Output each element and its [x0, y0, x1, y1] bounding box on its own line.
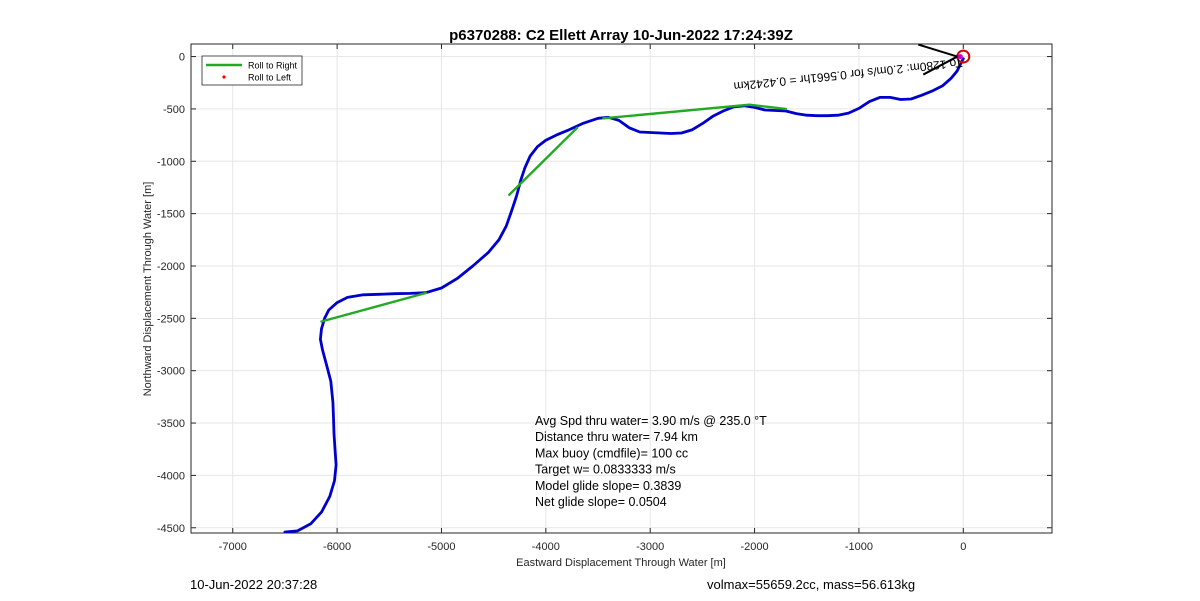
legend: Roll to Right Roll to Left	[201, 55, 303, 86]
stats-annotation-line: Max buoy (cmdfile)= 100 cc	[535, 446, 688, 460]
footer-mass-info: volmax=55659.2cc, mass=56.613kg	[707, 577, 916, 592]
heading-arrow-icon	[922, 55, 958, 76]
y-tick-label: -1500	[157, 209, 185, 221]
y-tick-label: -1000	[157, 156, 185, 168]
track-line-series-0	[283, 57, 965, 533]
y-tick-label: -4000	[157, 470, 185, 482]
stats-annotation-line: Avg Spd thru water= 3.90 m/s @ 235.0 °T	[535, 414, 767, 428]
y-tick-label: -2000	[157, 261, 185, 273]
heading-arrow-icon	[917, 44, 958, 58]
stats-annotation-line: Distance thru water= 7.94 km	[535, 430, 698, 444]
chart-title: p6370288: C2 Ellett Array 10-Jun-2022 17…	[449, 27, 793, 44]
stats-annotation-line: Net glide slope= 0.0504	[535, 495, 667, 509]
series-layer	[283, 57, 965, 533]
y-tick-label: -4500	[157, 523, 185, 535]
y-tick-label: -3000	[157, 366, 185, 378]
legend-box	[201, 55, 303, 86]
roll-right-segment-1	[508, 126, 579, 196]
roll-right-segment-3	[748, 103, 788, 111]
y-tick-label: 0	[179, 52, 185, 64]
y-tick-label: -2500	[157, 313, 185, 325]
x-tick-label: -7000	[219, 541, 247, 553]
x-tick-label: -4000	[532, 541, 560, 553]
stats-annotation-line: Target w= 0.0833333 m/s	[535, 463, 676, 477]
x-axis-label: Eastward Displacement Through Water [m]	[516, 557, 726, 569]
legend-entry-label: Roll to Right	[248, 61, 298, 71]
stats-annotations: Avg Spd thru water= 3.90 m/s @ 235.0 °T D…	[535, 414, 767, 509]
roll-right-segment-2	[602, 103, 751, 120]
x-tick-label: 0	[960, 541, 966, 553]
tick-layer: -7000 -6000 -5000 -4000 -3000 -2000 -1000 0 0 -50…	[157, 44, 1052, 553]
roll-right-segment-0	[320, 291, 428, 323]
x-tick-label: -1000	[845, 541, 873, 553]
y-axis-label: Northward Displacement Through Water [m]	[142, 182, 154, 397]
x-tick-label: -6000	[323, 541, 351, 553]
x-tick-label: -2000	[740, 541, 768, 553]
x-tick-label: -5000	[427, 541, 455, 553]
start-dot-icon	[957, 54, 963, 60]
x-tick-label: -3000	[636, 541, 664, 553]
legend-swatch-dot	[222, 75, 226, 79]
legend-entry-label: Roll to Left	[248, 73, 292, 83]
footer-timestamp: 10-Jun-2022 20:37:28	[190, 577, 318, 592]
y-tick-label: -3500	[157, 418, 185, 430]
stats-annotation-line: Model glide slope= 0.3839	[535, 479, 681, 493]
y-tick-label: -500	[163, 104, 185, 116]
